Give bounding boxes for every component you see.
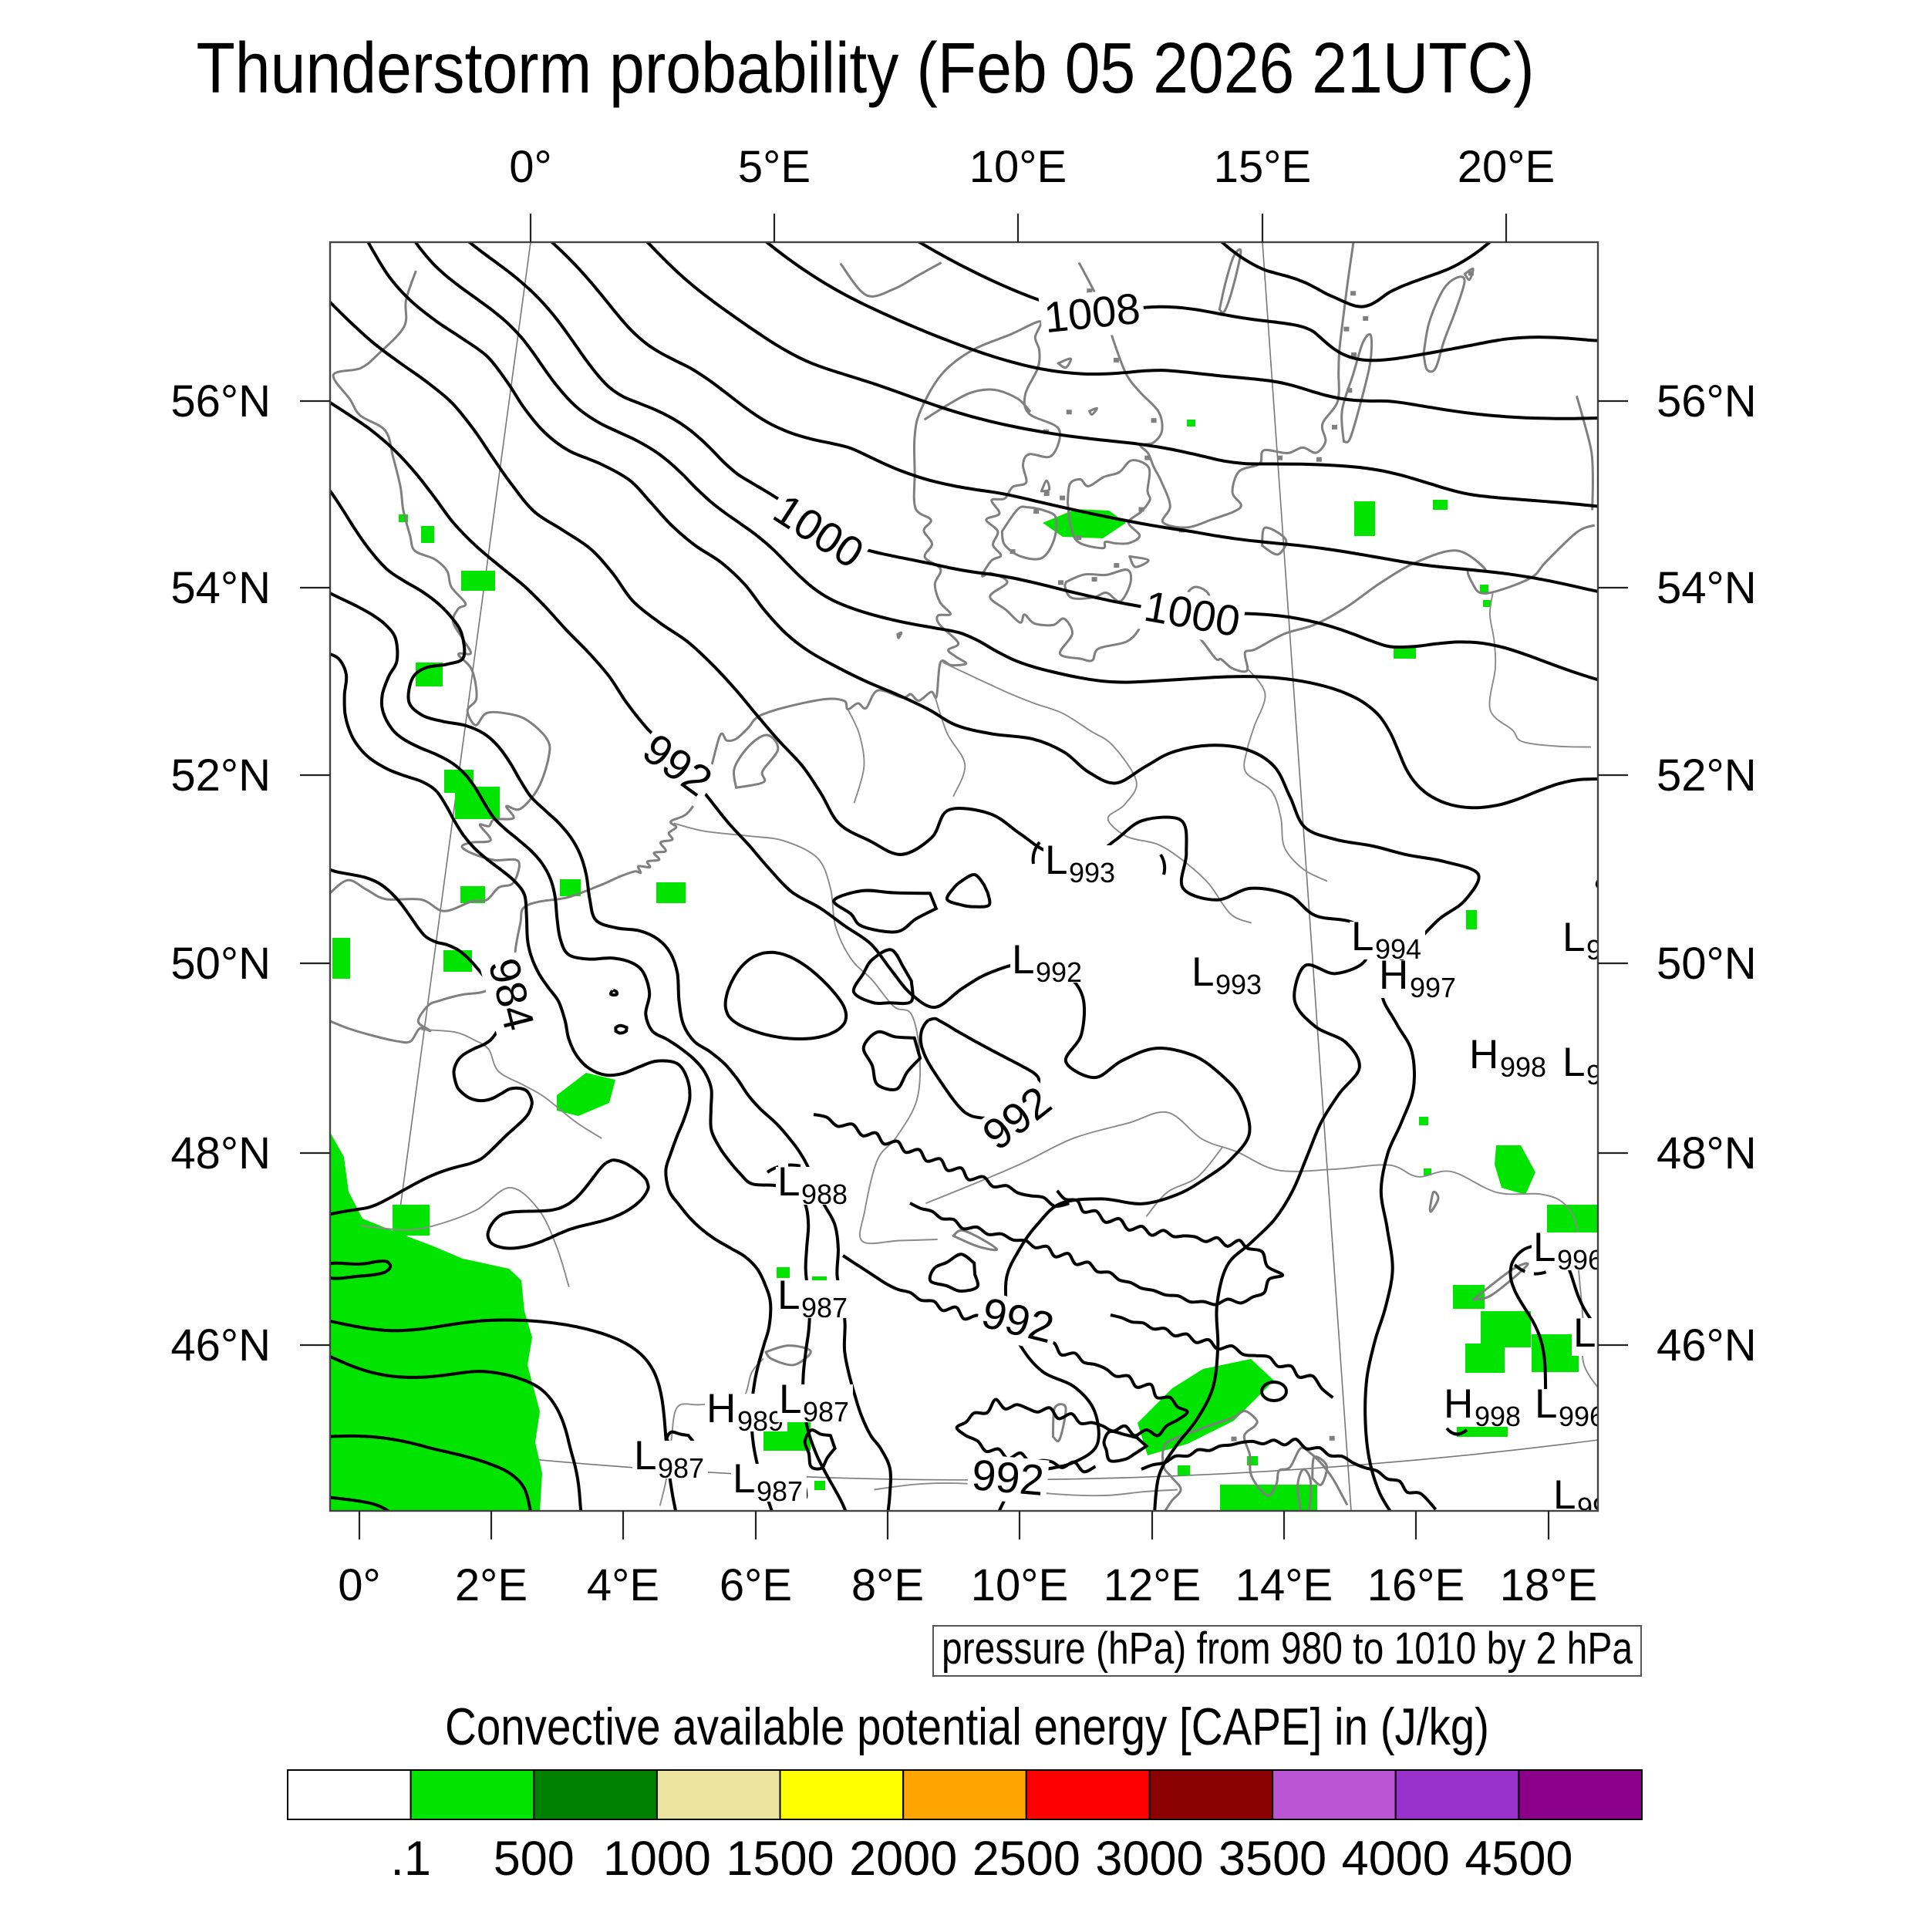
svg-text:996: 996 (1557, 1244, 1603, 1276)
svg-text:L: L (777, 1159, 800, 1205)
svg-text:500: 500 (494, 1832, 575, 1886)
svg-text:8°E: 8°E (851, 1560, 924, 1610)
svg-text:15°E: 15°E (1214, 142, 1311, 192)
svg-text:46°N: 46°N (1657, 1320, 1757, 1371)
svg-text:pressure (hPa) from 980 to 101: pressure (hPa) from 980 to 1010 by 2 hPa (942, 1623, 1633, 1674)
svg-text:14°E: 14°E (1235, 1560, 1333, 1610)
svg-text:4500: 4500 (1465, 1832, 1572, 1886)
svg-text:993: 993 (1215, 969, 1262, 1000)
svg-text:988: 988 (801, 1178, 848, 1210)
svg-text:52°N: 52°N (170, 750, 271, 801)
svg-text:L: L (1562, 915, 1585, 960)
svg-text:0°: 0° (338, 1560, 380, 1610)
svg-text:1000: 1000 (603, 1832, 711, 1886)
svg-text:50°N: 50°N (1657, 939, 1757, 989)
svg-text:L: L (733, 1456, 755, 1502)
svg-text:987: 987 (803, 1396, 849, 1428)
svg-text:10°E: 10°E (969, 142, 1067, 192)
svg-text:3000: 3000 (1095, 1832, 1203, 1886)
svg-text:2°E: 2°E (455, 1560, 528, 1610)
svg-text:56°N: 56°N (170, 376, 271, 427)
svg-text:Thunderstorm probability (Feb: Thunderstorm probability (Feb 05 2026 21… (197, 28, 1535, 108)
svg-text:L: L (779, 1377, 801, 1422)
svg-text:L: L (1562, 1040, 1585, 1085)
svg-text:987: 987 (757, 1475, 803, 1507)
svg-text:997: 997 (1577, 1492, 1623, 1523)
svg-text:0°: 0° (509, 142, 551, 192)
svg-text:2000: 2000 (849, 1832, 957, 1886)
svg-text:3500: 3500 (1218, 1832, 1326, 1886)
svg-text:4000: 4000 (1342, 1832, 1450, 1886)
svg-text:50°N: 50°N (170, 939, 271, 989)
svg-text:16°E: 16°E (1367, 1560, 1465, 1610)
svg-text:48°N: 48°N (1657, 1128, 1757, 1178)
svg-text:987: 987 (658, 1452, 704, 1484)
svg-text:54°N: 54°N (1657, 563, 1757, 613)
svg-text:.1: .1 (390, 1832, 431, 1886)
svg-text:L: L (1012, 937, 1034, 983)
svg-text:L: L (1192, 949, 1214, 995)
svg-text:997: 997 (1586, 934, 1633, 966)
svg-text:997: 997 (1586, 1059, 1633, 1091)
svg-text:L: L (1533, 1225, 1556, 1270)
svg-text:L: L (1553, 1472, 1576, 1518)
svg-text:1008: 1008 (1042, 284, 1142, 342)
svg-text:L: L (1045, 838, 1067, 883)
svg-text:46°N: 46°N (170, 1320, 271, 1371)
svg-text:56°N: 56°N (1657, 376, 1757, 427)
svg-text:987: 987 (801, 1292, 848, 1323)
svg-text:L: L (1573, 1310, 1596, 1356)
svg-text:10°E: 10°E (971, 1560, 1068, 1610)
svg-text:18°E: 18°E (1500, 1560, 1597, 1610)
svg-text:48°N: 48°N (170, 1128, 271, 1178)
svg-text:998: 998 (1500, 1051, 1546, 1083)
svg-text:5°E: 5°E (738, 142, 811, 192)
svg-text:12°E: 12°E (1104, 1560, 1201, 1610)
svg-text:H: H (1444, 1381, 1473, 1427)
svg-text:H: H (1469, 1032, 1498, 1077)
svg-text:993: 993 (1069, 857, 1115, 888)
svg-text:L: L (1351, 914, 1374, 959)
svg-text:20°E: 20°E (1458, 142, 1555, 192)
svg-text:H: H (1379, 953, 1408, 998)
svg-text:992: 992 (1036, 956, 1082, 988)
svg-text:L: L (1535, 1381, 1557, 1427)
svg-text:52°N: 52°N (1657, 750, 1757, 801)
svg-text:997: 997 (1410, 972, 1456, 1003)
svg-text:L: L (777, 1273, 800, 1318)
svg-text:54°N: 54°N (170, 563, 271, 613)
svg-text:994: 994 (1375, 933, 1421, 965)
svg-text:996: 996 (1559, 1401, 1605, 1432)
svg-text:4°E: 4°E (587, 1560, 659, 1610)
svg-text:H: H (706, 1386, 736, 1431)
svg-text:2500: 2500 (972, 1832, 1080, 1886)
svg-text:L: L (634, 1433, 656, 1479)
svg-text:998: 998 (1475, 1401, 1521, 1432)
svg-text:6°E: 6°E (720, 1560, 792, 1610)
svg-text:992: 992 (970, 1450, 1047, 1505)
svg-text:Convective available potential: Convective available potential energy [C… (445, 1698, 1489, 1756)
svg-text:1500: 1500 (726, 1832, 834, 1886)
svg-text:989: 989 (737, 1405, 784, 1437)
